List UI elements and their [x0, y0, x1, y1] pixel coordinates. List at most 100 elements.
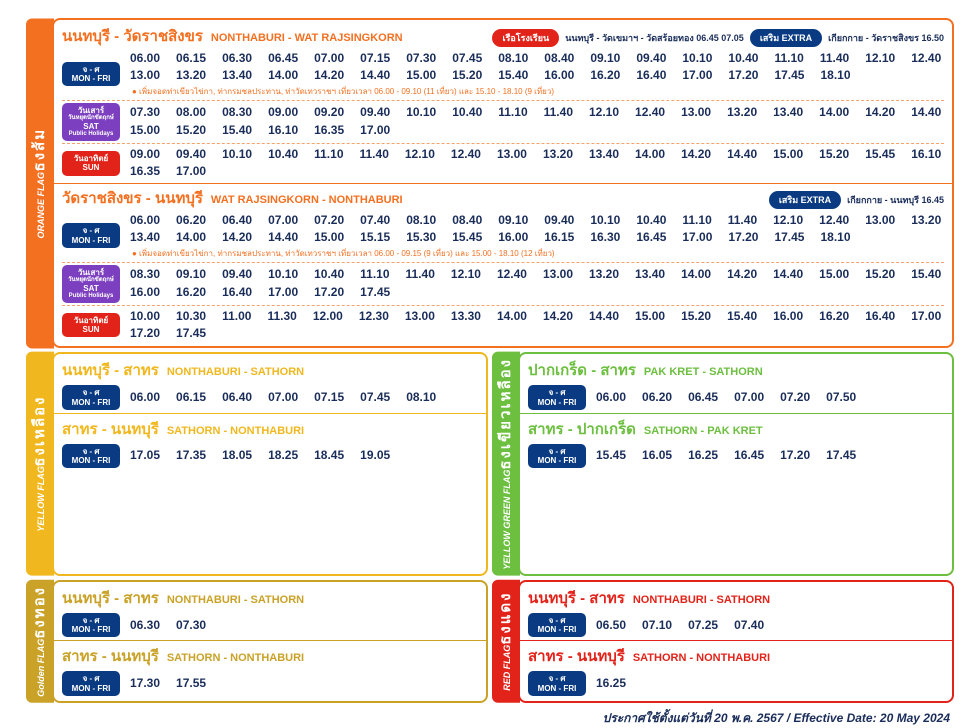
flag-en: ORANGE FLAG	[36, 172, 46, 239]
time-value: 13.40	[222, 67, 252, 84]
time-value: 17.00	[360, 122, 390, 139]
day-pill-sat: วันเสาร์ วันหยุดนักขัตฤกษ์ SAT Public Ho…	[62, 265, 120, 303]
time-value: 07.00	[268, 389, 298, 406]
time-value: 14.00	[176, 229, 206, 246]
time-value: 17.20	[728, 229, 758, 246]
time-value: 13.00	[405, 308, 435, 325]
time-value: 15.20	[176, 122, 206, 139]
time-value: 16.45	[734, 447, 764, 464]
time-value: 14.00	[497, 308, 527, 325]
time-value: 11.10	[774, 50, 803, 67]
time-value: 06.00	[130, 389, 160, 406]
time-value: 06.30	[130, 617, 160, 634]
time-value: 06.00	[130, 212, 160, 229]
time-value: 16.10	[268, 122, 298, 139]
green-flag-tab: YELLOW GREEN FLAG ธงเขียวเหลือง	[492, 352, 520, 576]
time-value: 18.45	[314, 447, 344, 464]
flag-th: ธงเขียวเหลือง	[494, 358, 518, 470]
route-en: NONTHABURI - WAT RAJSINGKORN	[211, 32, 403, 44]
time-value: 10.40	[728, 50, 758, 67]
times: 06.0006.2006.4507.0007.2007.50	[596, 389, 944, 406]
time-value: 09.00	[268, 104, 298, 121]
time-value: 10.40	[268, 146, 298, 163]
time-value: 15.30	[406, 229, 436, 246]
time-value: 11.10	[682, 212, 711, 229]
route-th: สาทร - นนทบุรี	[528, 644, 625, 668]
flag-en: RED FLAG	[502, 645, 512, 691]
time-value: 07.15	[360, 50, 390, 67]
school-badge: เรือโรงเรียน	[492, 29, 559, 47]
schedule-row: จ - ศMON - FRI15.4516.0516.2516.4517.201…	[528, 444, 944, 468]
route-th: นนทบุรี - สาทร	[62, 358, 159, 382]
pill-th: จ - ศ	[83, 65, 100, 74]
time-value: 16.40	[636, 67, 666, 84]
note: ● เพิ่มจอดท่าเขียวไข่กา, ท่ากรมชลประทาน,…	[132, 247, 944, 260]
time-value: 16.40	[865, 308, 895, 325]
time-value: 11.40	[406, 266, 435, 283]
times-wrap: 06.0006.2006.4007.0007.2007.4008.1008.40…	[130, 212, 944, 260]
time-value: 18.25	[268, 447, 298, 464]
route-th: สาทร - นนทบุรี	[62, 417, 159, 441]
time-value: 11.10	[360, 266, 389, 283]
school-note: นนทบุรี - วัดเขมาฯ - วัดสร้อยทอง 06.45 0…	[565, 31, 744, 45]
time-value: 15.20	[681, 308, 711, 325]
time-value: 07.50	[826, 389, 856, 406]
time-value: 09.20	[314, 104, 344, 121]
time-value: 12.10	[405, 146, 435, 163]
time-value: 06.50	[596, 617, 626, 634]
extra-note: เกียกกาย - นนทบุรี 16.45	[847, 193, 944, 207]
extra-note: เกียกกาย - วัดราชสิงขร 16.50	[828, 31, 944, 45]
route-th: นนทบุรี - สาทร	[528, 586, 625, 610]
time-value: 15.45	[865, 146, 895, 163]
time-value: 10.10	[406, 104, 436, 121]
day-pill-monfri: จ - ศMON - FRI	[528, 444, 586, 468]
time-value: 12.10	[589, 104, 619, 121]
flag-en: Golden FLAG	[36, 639, 46, 697]
time-value: 07.30	[406, 50, 436, 67]
time-value: 09.40	[176, 146, 206, 163]
time-value: 14.20	[865, 104, 895, 121]
pill-l: วันหยุดนักขัตฤกษ์	[68, 115, 114, 122]
badges: เรือโรงเรียน นนทบุรี - วัดเขมาฯ - วัดสร้…	[492, 29, 944, 47]
time-value: 12.40	[451, 146, 481, 163]
time-value: 07.45	[360, 389, 390, 406]
time-value: 12.40	[819, 212, 849, 229]
time-value: 17.00	[682, 229, 712, 246]
pill-l: SAT	[83, 122, 98, 131]
time-value: 15.40	[222, 122, 252, 139]
time-value: 18.10	[820, 67, 850, 84]
times: 06.0006.2006.4007.0007.2007.4008.1008.40…	[130, 212, 944, 247]
time-value: 14.20	[222, 229, 252, 246]
times-wrap: 06.0006.1506.3006.4507.0007.1507.3007.45…	[130, 50, 944, 98]
times: 15.4516.0516.2516.4517.2017.45	[596, 447, 944, 464]
time-value: 17.45	[826, 447, 856, 464]
route-th: ปากเกร็ด - สาทร	[528, 358, 636, 382]
time-value: 09.40	[222, 266, 252, 283]
time-value: 16.20	[176, 284, 206, 301]
time-value: 11.10	[498, 104, 527, 121]
time-value: 17.20	[780, 447, 810, 464]
time-value: 17.05	[130, 447, 160, 464]
badges: เสริม EXTRA เกียกกาย - นนทบุรี 16.45	[769, 191, 944, 209]
time-value: 14.00	[681, 266, 711, 283]
yellow-panel: นนทบุรี - สาทรNONTHABURI - SATHORN จ - ศ…	[52, 352, 488, 576]
orange-panel: นนทบุรี - วัดราชสิงขร NONTHABURI - WAT R…	[52, 18, 954, 348]
route-title: นนทบุรี - วัดราชสิงขร NONTHABURI - WAT R…	[62, 24, 944, 48]
pill-en: MON - FRI	[72, 74, 111, 83]
time-value: 15.40	[498, 67, 528, 84]
time-value: 11.30	[267, 308, 296, 325]
time-value: 12.10	[773, 212, 803, 229]
time-value: 16.00	[544, 67, 574, 84]
time-value: 10.10	[590, 212, 620, 229]
time-value: 14.20	[314, 67, 344, 84]
time-value: 12.10	[451, 266, 481, 283]
time-value: 17.20	[728, 67, 758, 84]
pill-th: วันอาทิตย์	[74, 154, 108, 163]
time-value: 16.20	[819, 308, 849, 325]
time-value: 08.30	[222, 104, 252, 121]
flag-en: YELLOW FLAG	[36, 467, 46, 533]
schedule-row: วันเสาร์ วันหยุดนักขัตฤกษ์ SAT Public Ho…	[62, 103, 944, 141]
time-value: 15.00	[819, 266, 849, 283]
time-value: 12.40	[911, 50, 941, 67]
time-value: 16.35	[130, 163, 160, 180]
